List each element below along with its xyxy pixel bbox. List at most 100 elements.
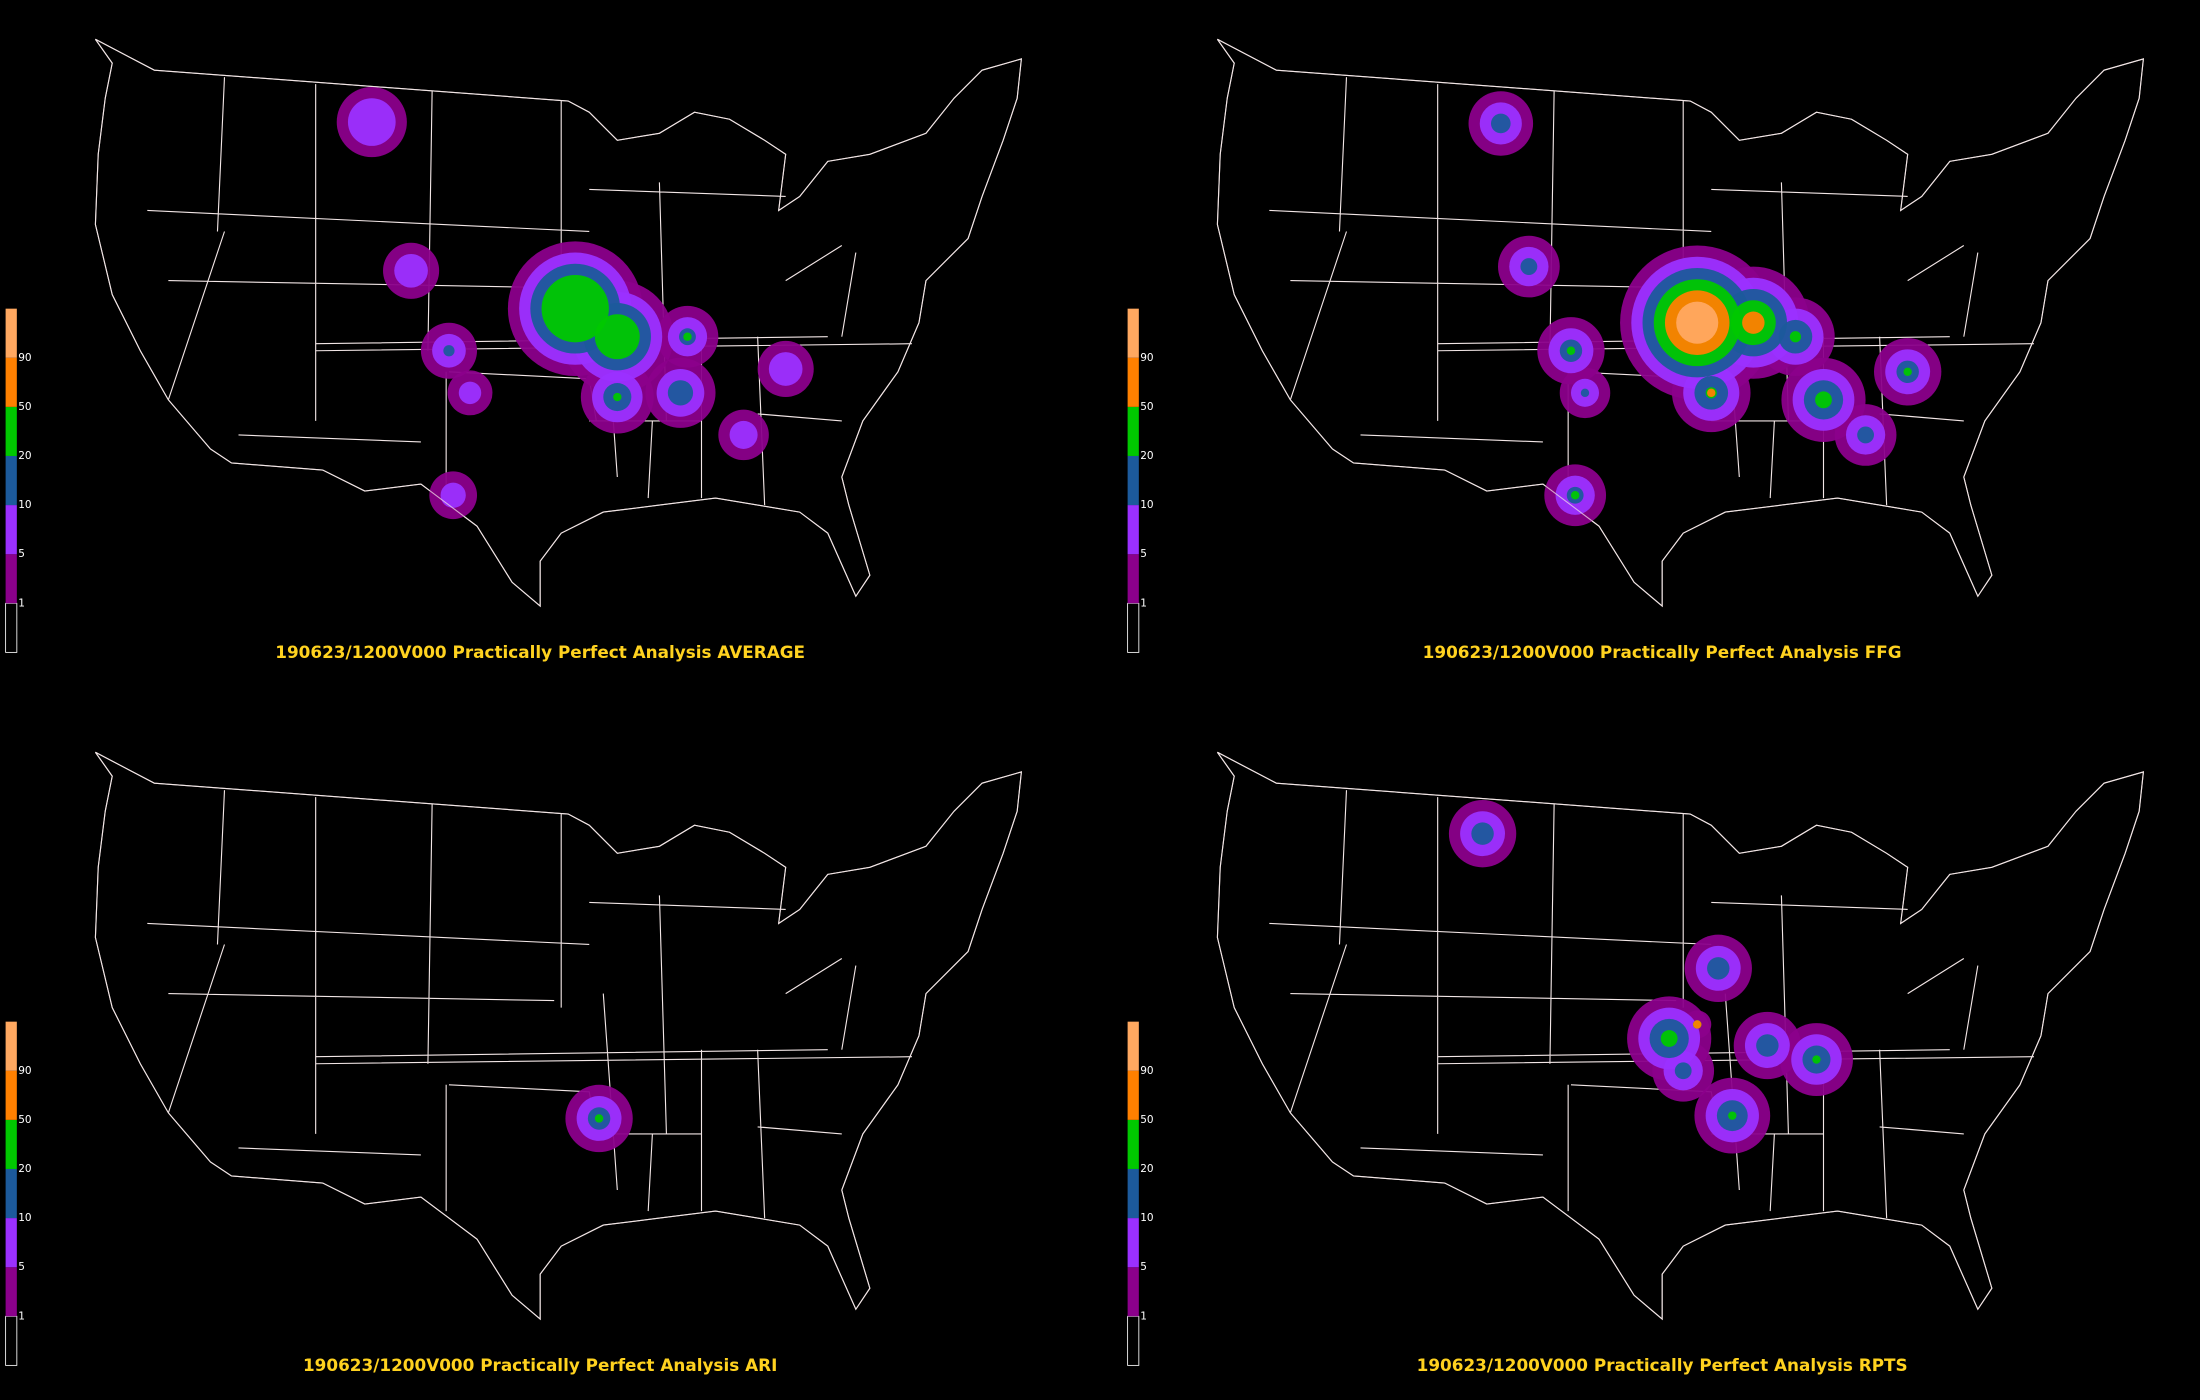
- legend-swatch: [1127, 308, 1139, 358]
- map-panel: 1 5 10 20 50 90 190623/1200V000 Practically Pe…: [1127, 38, 2145, 662]
- probability-contour: [1520, 258, 1538, 275]
- legend-label: 5: [18, 548, 25, 560]
- legend-label: 5: [1140, 1261, 1147, 1273]
- legend-label: 90: [18, 352, 31, 364]
- probability-contour: [1815, 391, 1832, 409]
- legend-label: 90: [18, 1065, 31, 1077]
- panel-title: 190623/1200V000 Practically Perfect Anal…: [275, 642, 805, 662]
- probability-contour: [1570, 491, 1580, 500]
- probability-contour: [1857, 426, 1875, 444]
- legend-swatch: [1127, 1267, 1139, 1317]
- probability-contour: [1903, 367, 1912, 377]
- legend-swatch: [5, 1119, 17, 1169]
- probability-contour: [667, 380, 694, 406]
- probability-contour: [1789, 331, 1802, 343]
- legend-swatch: [1127, 602, 1140, 653]
- legend-label: 20: [18, 450, 31, 462]
- legend-swatch: [1127, 1119, 1139, 1169]
- legend-label: 1: [18, 1310, 25, 1322]
- legend-label: 20: [18, 1163, 31, 1175]
- legend-label: 5: [18, 1261, 25, 1273]
- legend-swatch: [5, 1218, 17, 1268]
- probability-contour: [443, 345, 455, 357]
- legend-label: 1: [1140, 1310, 1147, 1322]
- probability-contour: [1707, 388, 1716, 398]
- probability-contour: [458, 381, 482, 405]
- legend-label: 1: [18, 597, 25, 609]
- legend-swatch: [5, 602, 18, 653]
- probability-contour: [683, 332, 692, 341]
- legend-swatch: [1127, 1168, 1139, 1219]
- legend-label: 90: [1140, 1065, 1153, 1077]
- legend-swatch: [5, 505, 17, 555]
- map-panel: 1 5 10 20 50 90 190623/1200V000 Practically Pe…: [5, 751, 1023, 1375]
- legend-label: 10: [18, 499, 31, 511]
- legend-swatch: [1127, 505, 1139, 555]
- probability-contour: [594, 314, 640, 360]
- probability-contour: [1812, 1055, 1821, 1064]
- panel-title: 190623/1200V000 Practically Perfect Anal…: [303, 1355, 777, 1375]
- panel-title: 190623/1200V000 Practically Perfect Anal…: [1423, 642, 1902, 662]
- legend-label: 20: [1140, 450, 1153, 462]
- probability-contour: [1490, 113, 1511, 134]
- legend-swatch: [1127, 1070, 1139, 1120]
- legend-swatch: [5, 554, 17, 604]
- boundaries-overlay: [1216, 38, 2145, 608]
- legend-label: 50: [1140, 401, 1153, 413]
- boundaries-overlay: [1216, 751, 2145, 1321]
- probability-contour: [729, 420, 758, 449]
- boundaries-overlay: [94, 38, 1023, 608]
- probability-contour: [1707, 957, 1730, 980]
- legend-label: 50: [1140, 1114, 1153, 1126]
- probability-contour: [1693, 1020, 1702, 1029]
- probability-contour: [1471, 822, 1494, 845]
- probability-contour: [1580, 388, 1590, 398]
- legend-swatch: [1127, 554, 1139, 604]
- legend-label: 10: [18, 1212, 31, 1224]
- legend-swatch: [5, 1168, 17, 1219]
- legend-label: 20: [1140, 1163, 1153, 1175]
- legend-swatch: [5, 308, 17, 358]
- legend-swatch: [5, 455, 17, 506]
- probability-contour: [768, 352, 803, 386]
- legend-swatch: [5, 1021, 17, 1071]
- probability-contour: [394, 253, 428, 288]
- map-panel: 1 5 10 20 50 90 190623/1200V000 Practically Pe…: [1127, 751, 2145, 1375]
- probability-contour: [1566, 346, 1576, 355]
- map-panel: 1 5 10 20 50 90 190623/1200V000 Practically Pe…: [5, 38, 1023, 662]
- legend-swatch: [5, 1070, 17, 1120]
- legend-swatch: [5, 1315, 18, 1366]
- legend-label: 10: [1140, 499, 1153, 511]
- probability-contour: [1660, 1030, 1678, 1047]
- probability-contour: [594, 1114, 604, 1123]
- legend-swatch: [1127, 1021, 1139, 1071]
- legend-label: 1: [1140, 597, 1147, 609]
- probability-contour: [541, 274, 609, 343]
- probability-contour: [1728, 1111, 1737, 1120]
- legend-label: 50: [18, 1114, 31, 1126]
- probability-contour: [347, 98, 396, 146]
- panel-title: 190623/1200V000 Practically Perfect Anal…: [1417, 1355, 1908, 1375]
- probability-contour: [1674, 1062, 1692, 1080]
- legend-label: 5: [1140, 548, 1147, 560]
- legend-swatch: [1127, 1218, 1139, 1268]
- legend-swatch: [1127, 357, 1139, 407]
- boundaries-overlay: [94, 751, 1023, 1321]
- probability-contour: [1676, 301, 1719, 344]
- probability-contour: [1756, 1034, 1779, 1057]
- probability-contour: [440, 482, 466, 508]
- legend-swatch: [1127, 455, 1139, 506]
- legend-swatch: [5, 1267, 17, 1317]
- probability-contour: [1742, 311, 1765, 334]
- legend-label: 90: [1140, 352, 1153, 364]
- legend-swatch: [5, 357, 17, 407]
- legend-label: 50: [18, 401, 31, 413]
- legend-swatch: [1127, 406, 1139, 456]
- legend-label: 10: [1140, 1212, 1153, 1224]
- legend-swatch: [1127, 1315, 1140, 1366]
- legend-swatch: [5, 406, 17, 456]
- probability-contour: [613, 392, 622, 402]
